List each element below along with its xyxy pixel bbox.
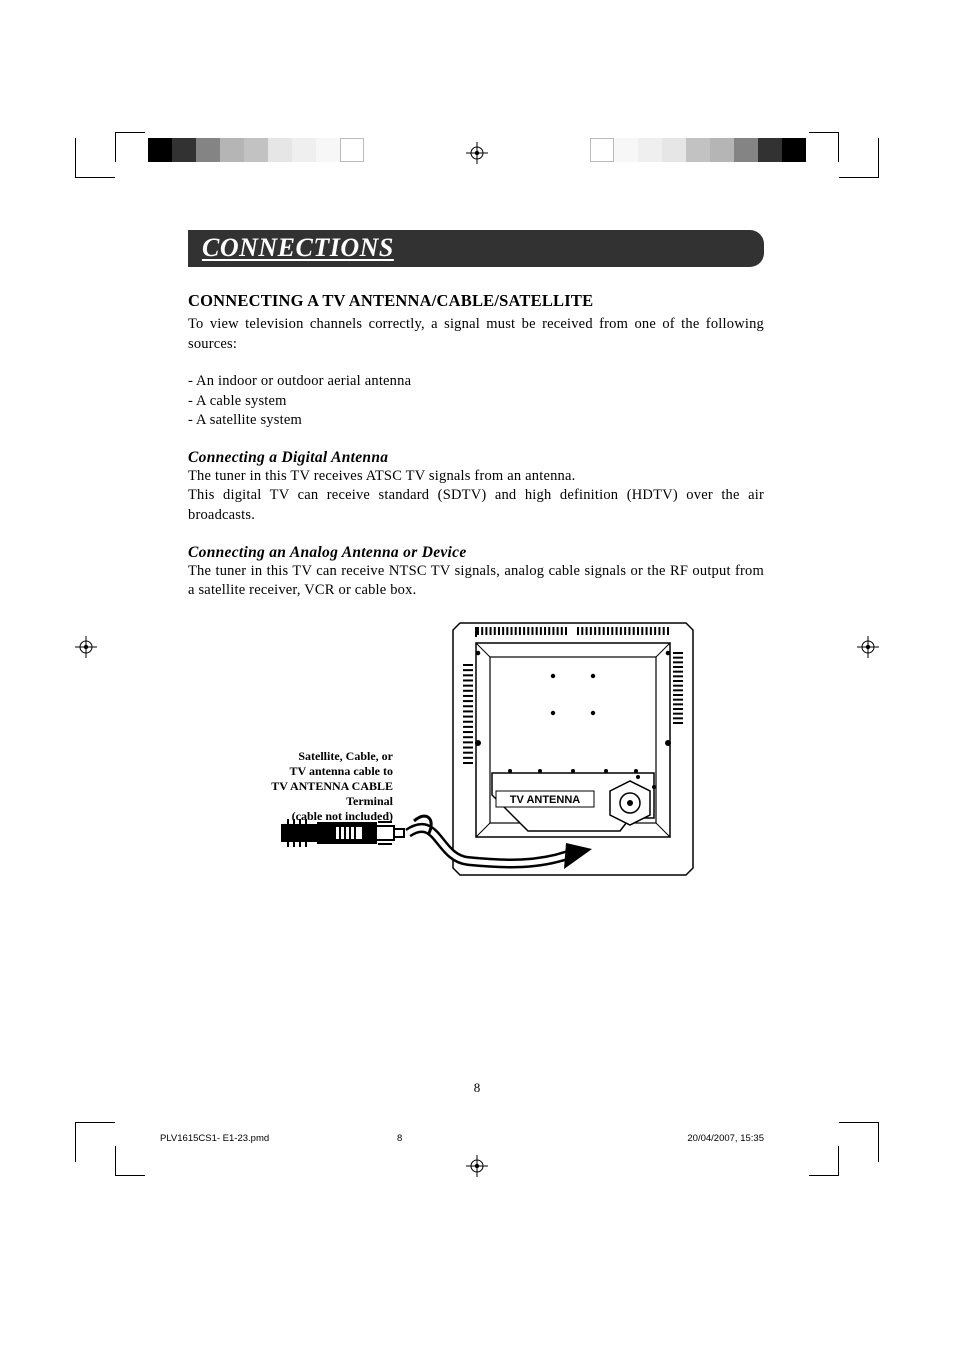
crop-corner: [75, 138, 115, 178]
color-swatch: [758, 138, 782, 162]
color-swatch: [686, 138, 710, 162]
color-swatch: [590, 138, 614, 162]
section-heading: CONNECTING A TV ANTENNA/CABLE/SATELLITE: [188, 291, 764, 311]
registration-mark-icon: [466, 142, 488, 169]
color-swatch: [316, 138, 340, 162]
registration-mark-icon: [75, 636, 97, 663]
list-item: - A cable system: [188, 392, 764, 412]
color-swatch: [710, 138, 734, 162]
crop-corner: [115, 132, 145, 162]
color-swatch: [172, 138, 196, 162]
color-swatch: [782, 138, 806, 162]
color-swatch: [196, 138, 220, 162]
color-bar-right: [590, 138, 806, 162]
color-swatch: [662, 138, 686, 162]
color-bar-left: [148, 138, 364, 162]
crop-corner: [75, 1122, 115, 1162]
crop-corner: [115, 1146, 145, 1176]
subsection-body: The tuner in this TV receives ATSC TV si…: [188, 467, 764, 487]
crop-corner: [839, 1122, 879, 1162]
port-label: TV ANTENNA: [510, 794, 581, 806]
color-swatch: [340, 138, 364, 162]
crop-corner: [809, 132, 839, 162]
subsection-heading: Connecting an Analog Antenna or Device: [188, 544, 764, 562]
subsection-body: The tuner in this TV can receive NTSC TV…: [188, 562, 764, 601]
section-intro: To view television channels correctly, a…: [188, 315, 764, 354]
section-banner: CONNECTIONS: [188, 230, 764, 267]
color-swatch: [148, 138, 172, 162]
color-swatch: [292, 138, 316, 162]
printer-marks-bottom: [0, 1102, 954, 1162]
subsection-heading: Connecting a Digital Antenna: [188, 449, 764, 467]
antenna-diagram: Satellite, Cable, or TV antenna cable to…: [188, 613, 764, 903]
color-swatch: [614, 138, 638, 162]
list-item: - A satellite system: [188, 411, 764, 431]
color-swatch: [268, 138, 292, 162]
list-item: - An indoor or outdoor aerial antenna: [188, 372, 764, 392]
registration-mark-icon: [857, 636, 879, 663]
color-swatch: [734, 138, 758, 162]
crop-corner: [839, 138, 879, 178]
crop-corner: [809, 1146, 839, 1176]
tv-back-illustration: placeholder: [278, 613, 698, 893]
printer-marks-top: [0, 132, 954, 192]
page-content: CONNECTIONS CONNECTING A TV ANTENNA/CABL…: [188, 230, 764, 903]
color-swatch: [638, 138, 662, 162]
color-swatch: [220, 138, 244, 162]
subsection-body: This digital TV can receive standard (SD…: [188, 486, 764, 525]
source-list: - An indoor or outdoor aerial antenna - …: [188, 372, 764, 431]
page-number: 8: [474, 1080, 481, 1096]
color-swatch: [244, 138, 268, 162]
